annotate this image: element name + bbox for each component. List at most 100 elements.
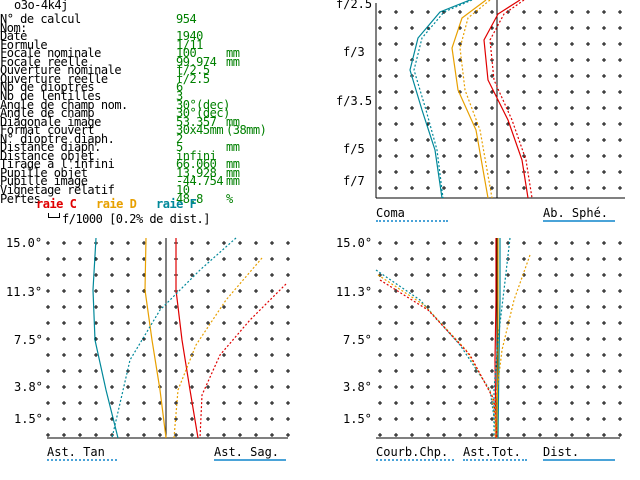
coma-grid-cross xyxy=(378,10,622,190)
info-value: 66.060 xyxy=(176,157,217,172)
distortion-label: Dist. xyxy=(543,445,580,459)
info-label: Tirage à l'infini xyxy=(0,157,115,172)
info-label: Pupille image xyxy=(0,174,88,189)
info-label: Ouverture réelle xyxy=(0,71,108,86)
ast-tan-underline xyxy=(47,459,117,461)
spherical-label: Ab. Sphé. xyxy=(543,206,609,220)
info-label: N° de calcul xyxy=(0,12,81,26)
info-label: Angle de champ nom. xyxy=(0,97,128,112)
spherical-curve-c xyxy=(483,0,529,199)
info-value: 954 xyxy=(176,12,197,26)
info-value: 53.357 xyxy=(176,114,217,129)
info-value: 13.928 xyxy=(176,165,217,180)
field-curvature-label: Courb.Chp. xyxy=(376,445,449,459)
info-value: 99.974 xyxy=(176,54,217,69)
legend-raie-d: raie D xyxy=(96,197,137,211)
ast-tan-curve-f xyxy=(92,237,119,439)
info-value: 2 xyxy=(176,131,183,146)
info-value: 100 xyxy=(176,46,197,61)
total-astigmatism-underline xyxy=(463,459,527,461)
distortion-curve-c xyxy=(494,238,497,439)
distortion-note: f/1000 [0.2% de dist.] xyxy=(62,212,210,226)
tick-label-c2: 7.5° xyxy=(343,333,372,347)
tick-label-c4: 1.5° xyxy=(343,412,372,426)
tick-label-a2: f/3.5 xyxy=(336,94,373,108)
ast-sag-label: Ast. Sag. xyxy=(214,445,280,459)
tick-label-a0: f/2.5 xyxy=(336,0,373,11)
tick-label-b3: 3.8° xyxy=(14,380,43,394)
info-value: 48.8 xyxy=(176,191,203,206)
curvature-curve-c xyxy=(379,279,498,439)
ast-sag-curve-c xyxy=(199,283,287,439)
coma-underline xyxy=(376,220,448,222)
tick-label-b0: 15.0° xyxy=(6,236,43,250)
legend-raie-f: raie F xyxy=(156,197,197,211)
info-value: infini xyxy=(176,148,217,163)
coma-curve-f-dashed xyxy=(413,0,473,199)
ast-sag-underline xyxy=(214,459,286,461)
info-label: Formule xyxy=(0,37,48,52)
info-value: 30°(dec) xyxy=(176,106,230,121)
info-label: Nb de dioptres xyxy=(0,80,95,95)
curvature-curve-d xyxy=(377,274,498,439)
tick-label-b1: 11.3° xyxy=(6,285,43,299)
curvature-curve-f xyxy=(375,269,498,439)
ast-tan-label: Ast. Tan xyxy=(47,445,105,459)
info-unit: mm xyxy=(226,140,240,155)
info-value: 6 xyxy=(176,80,183,95)
info-label: Focale réelle xyxy=(0,54,88,69)
distortion-curve-d xyxy=(496,238,499,439)
info-label: Pupille objet xyxy=(0,165,88,180)
info-value: 1/11 xyxy=(176,37,203,52)
info-label: Nb de lentilles xyxy=(0,88,101,103)
info-value: -44.754 xyxy=(176,174,224,189)
tick-label-c1: 11.3° xyxy=(336,285,373,299)
distortion-scale-icon xyxy=(48,213,60,218)
info-unit: mm xyxy=(226,165,240,180)
info-value: 10 xyxy=(176,183,190,197)
curvature-grid-cross xyxy=(378,241,622,437)
info-label: Distance diaph. xyxy=(0,140,101,155)
ast-tan-curve-c xyxy=(175,238,199,439)
info-unit: % xyxy=(226,191,233,206)
info-value: 30°(dec) xyxy=(176,97,230,112)
tick-label-a3: f/5 xyxy=(343,142,365,156)
tick-label-a4: f/7 xyxy=(343,174,365,188)
info-label: Angle de champ xyxy=(0,106,95,121)
tick-label-c0: 15.0° xyxy=(336,236,373,250)
tick-label-a1: f/3 xyxy=(343,45,365,59)
info-value: 1940 xyxy=(176,29,203,44)
info-label: Nom: xyxy=(0,20,27,35)
info-label: Distance objet xyxy=(0,148,95,163)
info-label: Format couvert xyxy=(0,123,95,138)
distortion-underline xyxy=(543,459,615,461)
spherical-underline xyxy=(543,220,615,222)
info-unit: mm xyxy=(226,54,240,69)
tick-label-c3: 3.8° xyxy=(343,380,372,394)
info-unit: mm xyxy=(226,114,240,129)
info-label: Pertes xyxy=(0,191,41,206)
coma-curve-f xyxy=(409,0,471,199)
legend-raie-c: raie C xyxy=(36,197,77,211)
field-curvature-underline xyxy=(376,459,454,461)
total-astig-curve-f xyxy=(493,237,511,438)
info-unit: mm xyxy=(226,174,240,189)
info-label: Focale nominale xyxy=(0,46,101,61)
info-value: f/2.5 xyxy=(176,71,210,86)
info-label: Ouverture nominale xyxy=(0,63,122,78)
coma-label: Coma xyxy=(376,206,405,220)
ast-sag-curve-f xyxy=(111,237,237,439)
info-value: 3 xyxy=(176,88,183,103)
info-unit: mm xyxy=(226,157,240,172)
info-unit: (38mm) xyxy=(226,123,267,138)
total-astigmatism-label: Ast.Tot. xyxy=(463,445,521,459)
info-label: Diagonale image xyxy=(0,114,101,129)
info-label: Vignetage relatif xyxy=(0,183,115,197)
ast-tan-curve-d xyxy=(144,237,167,439)
spherical-curve-c-dashed xyxy=(489,0,533,199)
spherical-curve-d xyxy=(451,0,489,199)
info-value: 5 xyxy=(176,140,183,155)
info-label: N° dioptre diaph. xyxy=(0,131,115,146)
astigmatism-grid-cross xyxy=(46,241,290,437)
